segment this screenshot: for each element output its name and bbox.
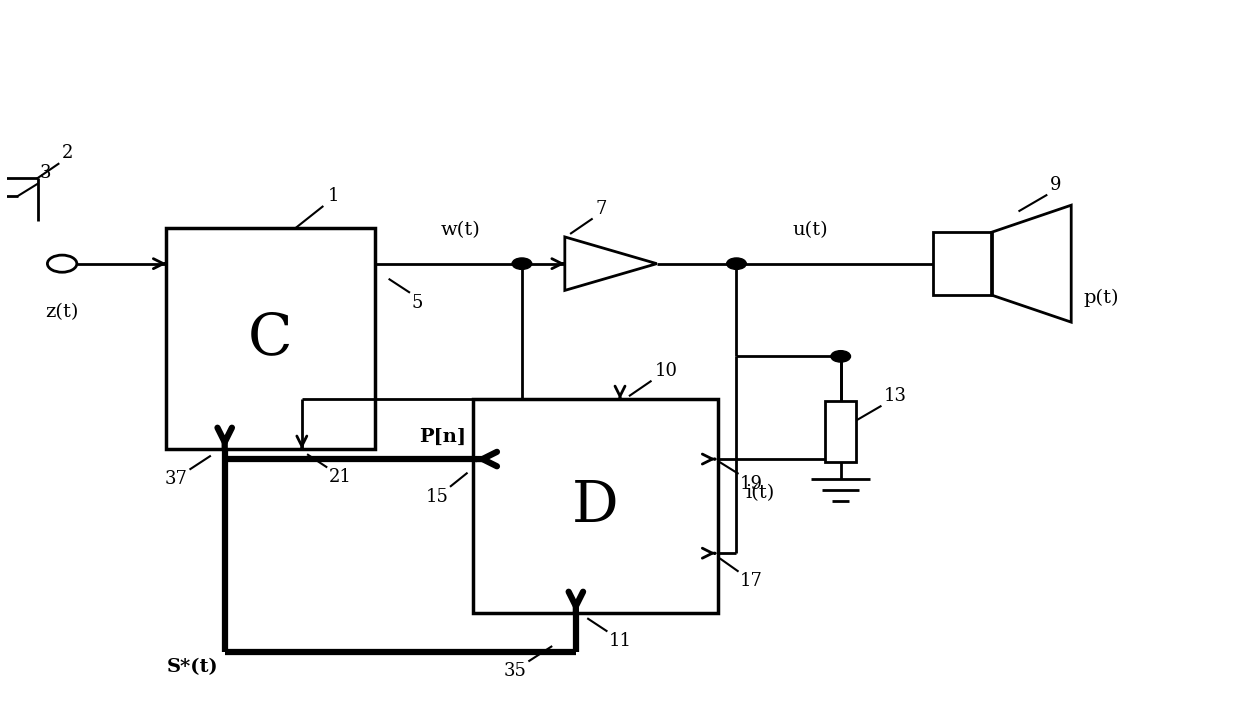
Text: u(t): u(t) [792, 221, 828, 238]
Text: 2: 2 [62, 145, 73, 162]
Text: 13: 13 [884, 387, 908, 405]
Circle shape [727, 258, 746, 270]
Text: 3: 3 [40, 164, 52, 182]
Text: 11: 11 [609, 632, 632, 651]
Circle shape [47, 255, 77, 272]
Bar [826, 401, 856, 462]
Text: P[n]: P[n] [419, 428, 466, 446]
Text: 10: 10 [655, 362, 677, 380]
Text: 35: 35 [503, 662, 527, 680]
Text: 9: 9 [1050, 176, 1061, 194]
Text: 7: 7 [595, 200, 606, 217]
Bar [166, 228, 374, 449]
Text: 37: 37 [165, 470, 188, 489]
Circle shape [512, 258, 532, 270]
Bar [472, 399, 718, 613]
Text: 19: 19 [740, 475, 763, 493]
Text: D: D [572, 478, 619, 534]
Text: 21: 21 [329, 468, 352, 486]
Text: 17: 17 [740, 572, 763, 590]
Text: 5: 5 [412, 294, 423, 312]
Text: z(t): z(t) [46, 303, 79, 321]
Circle shape [831, 350, 851, 362]
Bar [932, 233, 992, 295]
Text: 15: 15 [425, 488, 449, 505]
Text: 1: 1 [327, 187, 339, 205]
Text: w(t): w(t) [440, 221, 480, 238]
Text: p(t): p(t) [1084, 289, 1118, 307]
Text: C: C [248, 310, 293, 366]
Text: i(t): i(t) [745, 485, 774, 502]
Text: S*(t): S*(t) [167, 658, 218, 676]
